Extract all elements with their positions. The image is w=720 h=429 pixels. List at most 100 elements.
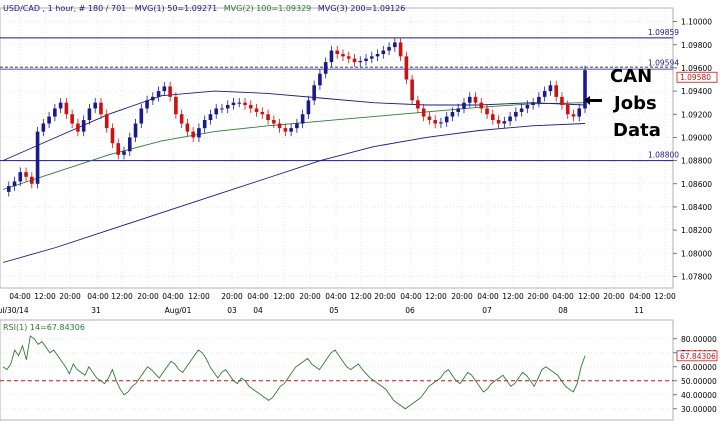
time-label: 12:00 bbox=[350, 292, 372, 301]
candle-body bbox=[381, 50, 386, 55]
price-tick-label: 1.08400 bbox=[681, 203, 712, 212]
date-label: 06 bbox=[405, 306, 415, 315]
candle-body bbox=[185, 123, 190, 132]
candle-body bbox=[393, 42, 397, 48]
rsi-tick-label: 60.00000 bbox=[681, 363, 717, 372]
candle-body bbox=[346, 56, 351, 59]
candle-body bbox=[53, 108, 57, 117]
candle-body bbox=[24, 172, 28, 177]
date-label: Jul/30/14 bbox=[0, 306, 29, 315]
time-label: 20:00 bbox=[603, 292, 625, 301]
candle-body bbox=[444, 116, 449, 123]
current-price-tag bbox=[676, 71, 718, 83]
candle-body bbox=[427, 116, 432, 121]
price-tick-label: 1.09200 bbox=[681, 110, 712, 119]
price-tick-label: 1.08200 bbox=[681, 226, 712, 235]
rsi-current-tag bbox=[676, 350, 718, 362]
candle-body bbox=[577, 108, 582, 117]
rsi-indicator bbox=[0, 335, 673, 410]
time-label: 20:00 bbox=[221, 292, 243, 301]
candle-body bbox=[531, 102, 535, 105]
candle-body bbox=[162, 86, 167, 92]
candle-body bbox=[312, 85, 316, 101]
candle-body bbox=[537, 96, 541, 103]
rsi-tick-label: 50.00000 bbox=[681, 377, 717, 386]
candle-body bbox=[231, 102, 236, 105]
candle-body bbox=[243, 102, 247, 105]
candle-body bbox=[41, 123, 46, 132]
candle-body bbox=[122, 151, 126, 155]
time-axis: 04:00 12:00 20:00 04:00 12:00 20:00 04:00 12:00… bbox=[0, 292, 676, 315]
price-tick-label: 1.10000 bbox=[681, 18, 712, 27]
time-label: 20:00 bbox=[527, 292, 549, 301]
candle-body bbox=[318, 73, 322, 86]
annotation-line-3: Data bbox=[613, 120, 661, 141]
date-label: 31 bbox=[91, 306, 101, 315]
candle-body bbox=[519, 108, 524, 112]
candle-body bbox=[225, 104, 230, 109]
candle-body bbox=[237, 102, 242, 104]
candle-body bbox=[485, 108, 489, 115]
candle-body bbox=[289, 128, 293, 132]
price-tick-label: 1.08800 bbox=[681, 157, 712, 166]
candle-body bbox=[156, 91, 161, 97]
candle-body bbox=[467, 96, 472, 103]
candle-body bbox=[583, 70, 587, 109]
candle-body bbox=[168, 86, 172, 97]
rsi-tick-label: 40.00000 bbox=[681, 391, 717, 400]
candle-body bbox=[404, 56, 409, 80]
time-label: 12:00 bbox=[188, 292, 210, 301]
candle-body bbox=[548, 85, 553, 92]
chart-header: USD/CAD , 1 hour, # 180 / 701 MVG(1) 50=… bbox=[3, 4, 405, 13]
time-label: 12:00 bbox=[273, 292, 295, 301]
ma-200-line bbox=[2, 123, 586, 263]
price-panel bbox=[0, 7, 674, 289]
candle-body bbox=[254, 108, 259, 112]
price-tick-label: 1.08600 bbox=[681, 180, 712, 189]
ma-100-line bbox=[2, 102, 586, 190]
price-tick-label: 1.09600 bbox=[681, 64, 712, 73]
date-label: 07 bbox=[482, 306, 492, 315]
time-label: 20:00 bbox=[59, 292, 81, 301]
candle-body bbox=[248, 104, 253, 109]
candle-body bbox=[491, 114, 495, 121]
candle-body bbox=[323, 62, 328, 74]
time-label: 12:00 bbox=[654, 292, 676, 301]
candle-body bbox=[272, 120, 276, 124]
rsi-current-label: 67.84306 bbox=[680, 352, 716, 361]
candle-body bbox=[260, 111, 265, 115]
annotation-line-2: Jobs bbox=[612, 93, 657, 114]
candle-body bbox=[306, 100, 311, 115]
time-label: 04:00 bbox=[400, 292, 422, 301]
candle-body bbox=[421, 108, 426, 117]
candle-body bbox=[104, 114, 109, 129]
candle-body bbox=[335, 50, 340, 55]
candle-body bbox=[456, 108, 461, 112]
time-label: 04:00 bbox=[9, 292, 31, 301]
time-label: 04:00 bbox=[552, 292, 574, 301]
price-tick-label: 1.09400 bbox=[681, 87, 712, 96]
time-label: 04:00 bbox=[162, 292, 184, 301]
candle-body bbox=[151, 96, 155, 101]
candle-body bbox=[416, 100, 420, 109]
current-price-label: 1.09580 bbox=[680, 73, 711, 82]
candle-body bbox=[179, 114, 184, 124]
candle-body bbox=[571, 114, 576, 117]
date-label: 11 bbox=[634, 306, 644, 315]
rsi-line bbox=[2, 335, 586, 410]
time-label: 04:00 bbox=[247, 292, 269, 301]
candle-body bbox=[99, 102, 103, 115]
candle-body bbox=[525, 104, 530, 109]
candle-body bbox=[12, 181, 17, 187]
date-label: 08 bbox=[558, 306, 568, 315]
candle-body bbox=[47, 116, 51, 124]
candle-body bbox=[508, 116, 512, 122]
candle-body bbox=[542, 91, 547, 97]
price-tick-label: 1.09800 bbox=[681, 41, 712, 50]
candle-body bbox=[93, 102, 97, 109]
candle-body bbox=[565, 104, 570, 115]
candle-body bbox=[514, 111, 518, 117]
candle-body bbox=[6, 186, 11, 192]
price-tick-label: 1.08000 bbox=[681, 249, 712, 258]
candle-body bbox=[496, 120, 501, 124]
